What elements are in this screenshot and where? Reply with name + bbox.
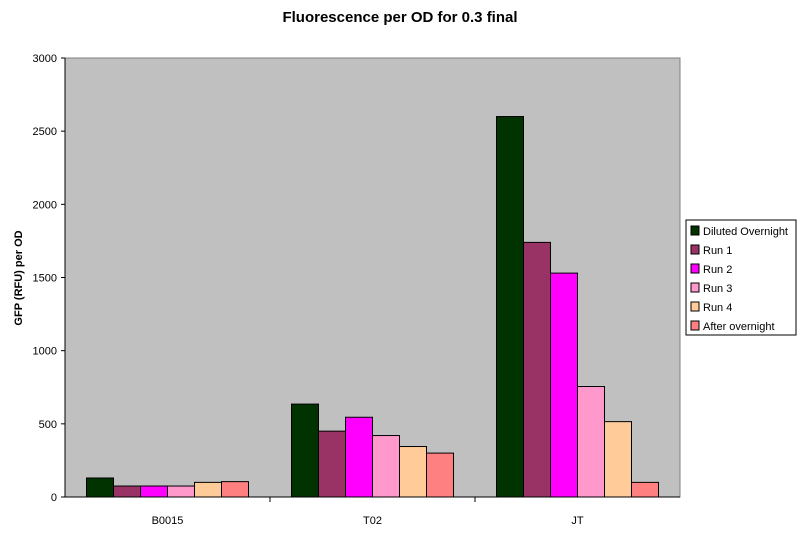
legend-swatch — [690, 225, 700, 236]
bar-t02-series-1 — [291, 403, 319, 498]
bar-t02-series-4 — [372, 435, 400, 498]
bar-b0015-series-4 — [167, 485, 195, 498]
legend-swatch — [690, 263, 700, 274]
bars-group — [86, 116, 659, 498]
legend-label: Run 1 — [703, 245, 732, 257]
bar-b0015-series-5 — [194, 481, 222, 498]
x-tick-label: JT — [571, 515, 584, 527]
y-tick-label: 0 — [51, 492, 57, 504]
legend-label: Diluted Overnight — [703, 226, 788, 238]
legend-label: Run 2 — [703, 264, 732, 276]
x-ticks-group: B0015 T02 JT — [152, 497, 584, 527]
legend-swatch — [690, 301, 700, 312]
y-tick-label: 2500 — [33, 126, 57, 138]
y-tick-label: 2000 — [33, 199, 57, 211]
legend-swatch — [690, 320, 700, 331]
y-tick-label: 500 — [39, 419, 57, 431]
legend-box — [685, 219, 797, 336]
bar-jt-series-6 — [631, 481, 659, 498]
legend-label: Run 3 — [703, 283, 732, 295]
bar-b0015-series-6 — [221, 481, 249, 498]
bar-jt-series-1 — [496, 116, 524, 498]
y-ticks-group: 0 500 1000 1500 2000 2500 3000 — [33, 53, 65, 504]
chart-title: Fluorescence per OD for 0.3 final — [282, 9, 517, 26]
bar-t02-series-3 — [345, 416, 373, 498]
legend-swatch — [690, 282, 700, 293]
y-tick-label: 1500 — [33, 273, 57, 285]
bar-jt-series-4 — [577, 386, 605, 498]
bar-b0015-series-2 — [113, 485, 141, 498]
bar-t02-series-5 — [399, 446, 427, 498]
legend-swatch — [690, 244, 700, 255]
y-tick-label: 3000 — [33, 53, 57, 65]
x-tick-label: T02 — [363, 515, 382, 527]
bar-b0015-series-1 — [86, 477, 114, 498]
bar-jt-series-3 — [550, 272, 578, 498]
legend-label: Run 4 — [703, 302, 732, 314]
legend-label: After overnight — [703, 321, 775, 333]
bar-jt-series-5 — [604, 421, 632, 498]
x-tick-label: B0015 — [152, 515, 184, 527]
bar-t02-series-2 — [318, 430, 346, 498]
y-axis-label: GFP (RFU) per OD — [13, 230, 25, 325]
legend: Diluted Overnight Run 1 Run 2 Run 3 Run 4 Aft… — [685, 219, 797, 336]
bar-jt-series-2 — [523, 241, 551, 498]
bar-b0015-series-3 — [140, 485, 168, 498]
y-tick-label: 1000 — [33, 346, 57, 358]
bar-t02-series-6 — [426, 452, 454, 498]
